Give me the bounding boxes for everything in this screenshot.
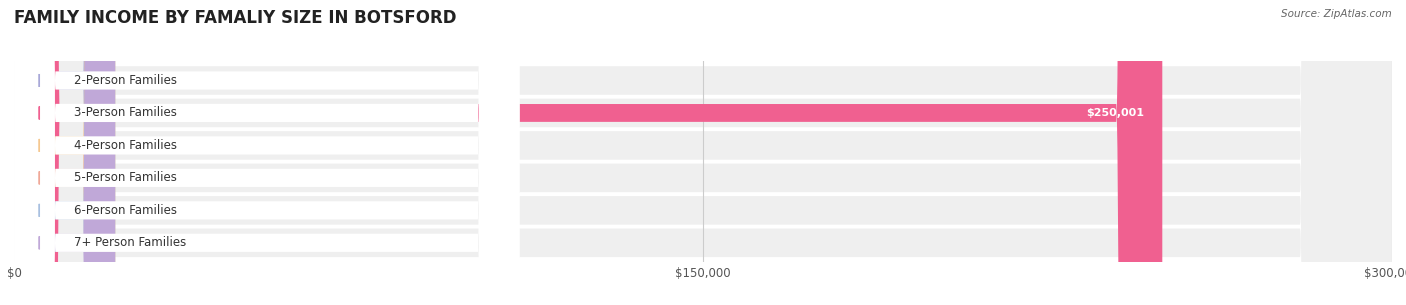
- Text: $0: $0: [129, 205, 145, 215]
- FancyBboxPatch shape: [14, 0, 1392, 305]
- Text: 3-Person Families: 3-Person Families: [73, 106, 177, 120]
- FancyBboxPatch shape: [14, 0, 519, 305]
- Text: 7+ Person Families: 7+ Person Families: [73, 236, 186, 249]
- Text: $0: $0: [129, 173, 145, 183]
- Text: Source: ZipAtlas.com: Source: ZipAtlas.com: [1281, 9, 1392, 19]
- FancyBboxPatch shape: [14, 0, 115, 305]
- Text: $250,001: $250,001: [1085, 108, 1144, 118]
- FancyBboxPatch shape: [14, 0, 1392, 305]
- Text: FAMILY INCOME BY FAMALIY SIZE IN BOTSFORD: FAMILY INCOME BY FAMALIY SIZE IN BOTSFOR…: [14, 9, 457, 27]
- FancyBboxPatch shape: [14, 0, 519, 305]
- FancyBboxPatch shape: [14, 0, 115, 305]
- FancyBboxPatch shape: [14, 0, 1163, 305]
- FancyBboxPatch shape: [14, 0, 1392, 305]
- Text: 5-Person Families: 5-Person Families: [73, 171, 177, 185]
- Text: $0: $0: [129, 75, 145, 85]
- Text: 4-Person Families: 4-Person Families: [73, 139, 177, 152]
- FancyBboxPatch shape: [14, 0, 519, 305]
- FancyBboxPatch shape: [14, 0, 1392, 305]
- FancyBboxPatch shape: [14, 0, 519, 305]
- Text: $0: $0: [129, 238, 145, 248]
- FancyBboxPatch shape: [14, 0, 115, 305]
- FancyBboxPatch shape: [14, 0, 115, 305]
- Text: 6-Person Families: 6-Person Families: [73, 204, 177, 217]
- FancyBboxPatch shape: [14, 0, 519, 305]
- FancyBboxPatch shape: [14, 0, 519, 305]
- FancyBboxPatch shape: [14, 0, 1392, 305]
- Text: $0: $0: [129, 140, 145, 150]
- FancyBboxPatch shape: [14, 0, 1392, 305]
- Text: 2-Person Families: 2-Person Families: [73, 74, 177, 87]
- FancyBboxPatch shape: [14, 0, 115, 305]
